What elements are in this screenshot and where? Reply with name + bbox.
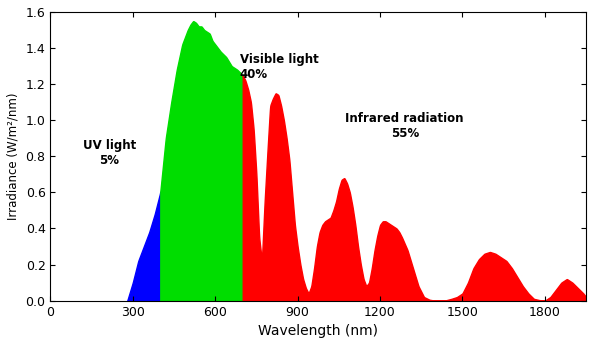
Y-axis label: Irradiance (W/m²/nm): Irradiance (W/m²/nm)	[7, 92, 20, 220]
Text: UV light
5%: UV light 5%	[83, 139, 136, 167]
X-axis label: Wavelength (nm): Wavelength (nm)	[258, 324, 378, 338]
Text: Infrared radiation
55%: Infrared radiation 55%	[346, 112, 464, 140]
Text: Visible light
40%: Visible light 40%	[240, 53, 318, 81]
